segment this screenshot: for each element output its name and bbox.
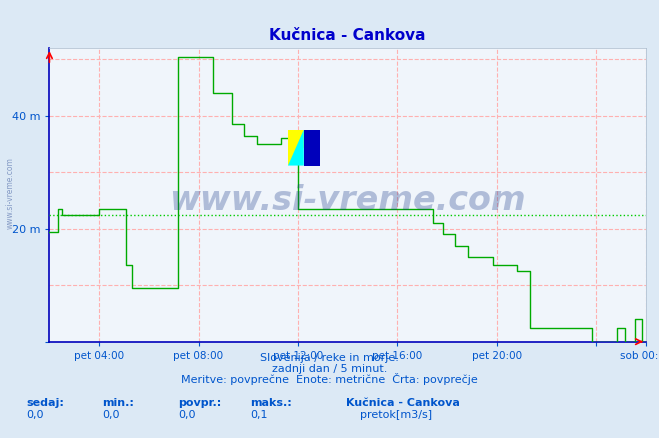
Polygon shape — [288, 130, 304, 166]
Text: zadnji dan / 5 minut.: zadnji dan / 5 minut. — [272, 364, 387, 374]
Text: povpr.:: povpr.: — [178, 399, 221, 409]
Polygon shape — [304, 130, 320, 166]
Text: Meritve: povprečne  Enote: metrične  Črta: povprečje: Meritve: povprečne Enote: metrične Črta:… — [181, 373, 478, 385]
Text: 0,1: 0,1 — [250, 410, 268, 420]
Text: 0,0: 0,0 — [26, 410, 44, 420]
Text: www.si-vreme.com: www.si-vreme.com — [169, 184, 526, 217]
Text: min.:: min.: — [102, 399, 134, 409]
Text: www.si-vreme.com: www.si-vreme.com — [5, 157, 14, 229]
Text: maks.:: maks.: — [250, 399, 292, 409]
Text: Kučnica - Cankova: Kučnica - Cankova — [346, 399, 460, 409]
Text: Slovenija / reke in morje.: Slovenija / reke in morje. — [260, 353, 399, 364]
Title: Kučnica - Cankova: Kučnica - Cankova — [270, 28, 426, 43]
Text: 0,0: 0,0 — [102, 410, 120, 420]
Text: pretok[m3/s]: pretok[m3/s] — [360, 410, 432, 420]
Text: 0,0: 0,0 — [178, 410, 196, 420]
Text: sedaj:: sedaj: — [26, 399, 64, 409]
Polygon shape — [288, 130, 320, 166]
